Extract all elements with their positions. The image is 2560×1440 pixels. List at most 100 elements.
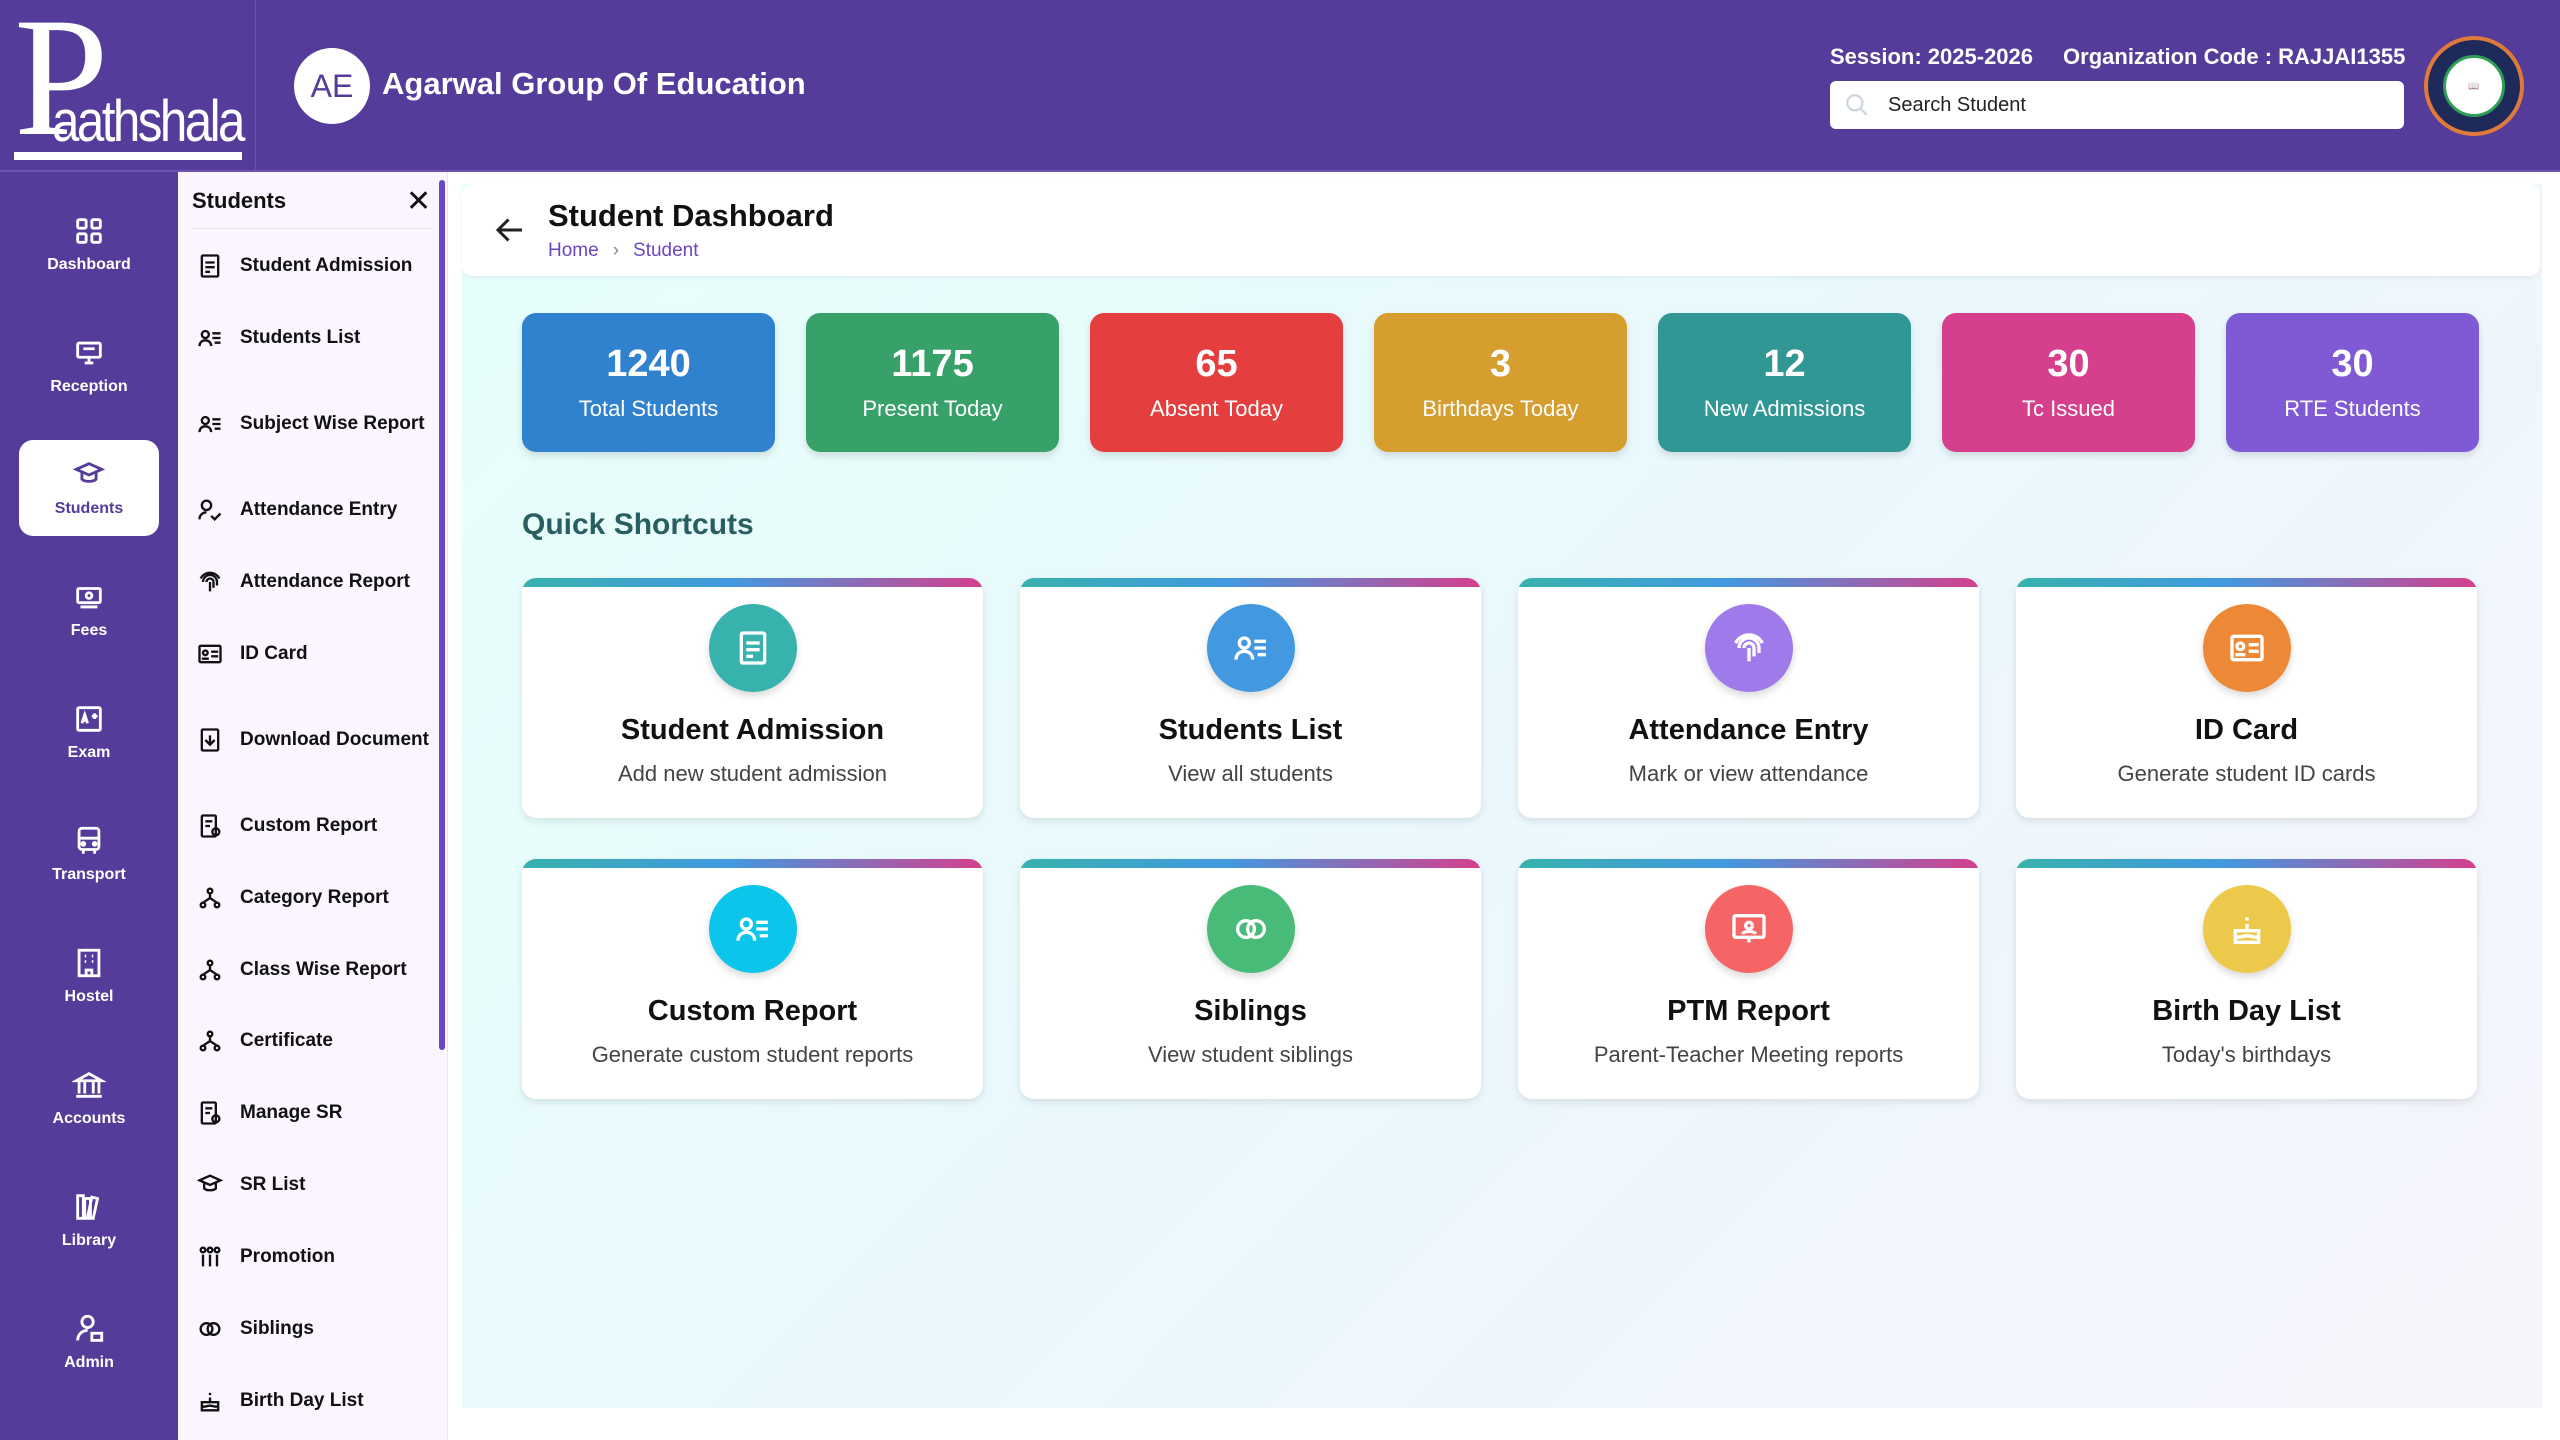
- breadcrumb-student[interactable]: Student: [633, 240, 699, 261]
- fingerprint-icon: [1733, 633, 1764, 662]
- submenu-item-label: Class Wise Report: [240, 959, 407, 980]
- rail-item-label: Exam: [67, 744, 111, 761]
- stat-label: Birthdays Today: [1422, 396, 1579, 421]
- shortcut-card-attendance-entry[interactable]: Attendance Entry Mark or view attendance: [1518, 578, 1979, 818]
- shortcut-card-custom-report[interactable]: Custom Report Generate custom student rep…: [522, 859, 983, 1099]
- stat-card-present-today[interactable]: 1175 Present Today: [806, 313, 1059, 452]
- submenu-item-certificate[interactable]: Certificate: [196, 1013, 436, 1069]
- back-arrow-icon[interactable]: [492, 212, 528, 248]
- submenu-item-label: SR List: [240, 1174, 306, 1195]
- stat-card-rte-students[interactable]: 30 RTE Students: [2226, 313, 2479, 452]
- school-seal-logo: 📖: [2424, 36, 2524, 136]
- submenu-item-manage-sr[interactable]: Manage SR: [196, 1085, 436, 1141]
- submenu-item-subject-wise-report[interactable]: Subject Wise Report: [196, 396, 436, 452]
- stat-label: Present Today: [862, 396, 1003, 421]
- shortcut-desc: View student siblings: [1147, 1042, 1354, 1067]
- user-check-icon: [198, 499, 222, 521]
- org-name: Agarwal Group Of Education: [382, 66, 806, 101]
- submenu-item-download-document[interactable]: Download Document: [196, 712, 436, 768]
- rail-item-hostel[interactable]: Hostel: [19, 928, 159, 1024]
- rail-item-label: Reception: [50, 378, 128, 395]
- divider: [192, 228, 432, 229]
- hierarchy-icon: [199, 959, 221, 981]
- desk-icon: [76, 341, 102, 365]
- org-avatar: AE: [294, 48, 370, 124]
- stat-card-birthdays-today[interactable]: 3 Birthdays Today: [1374, 313, 1627, 452]
- org-code: Organization Code : RAJJAI1355: [2063, 44, 2406, 69]
- submenu-item-sr-list[interactable]: SR List: [196, 1157, 436, 1213]
- rail-item-label: Accounts: [52, 1110, 126, 1127]
- submenu-item-attendance-report[interactable]: Attendance Report: [196, 554, 436, 610]
- submenu-item-class-wise-report[interactable]: Class Wise Report: [196, 942, 436, 998]
- stat-card-new-admissions[interactable]: 12 New Admissions: [1658, 313, 1911, 452]
- submenu-item-birth-day-list[interactable]: Birth Day List: [196, 1373, 436, 1429]
- bus-icon: [77, 826, 101, 854]
- submenu-item-label: Attendance Report: [240, 571, 410, 592]
- download-doc-icon: [200, 728, 220, 752]
- submenu-item-label: Attendance Entry: [240, 499, 398, 520]
- stat-value: 3: [1489, 343, 1512, 385]
- rail-item-label: Library: [61, 1232, 117, 1249]
- rail-item-library[interactable]: Library: [19, 1172, 159, 1268]
- rail-item-students[interactable]: Students: [19, 440, 159, 536]
- submenu-item-attendance-entry[interactable]: Attendance Entry: [196, 482, 436, 538]
- search-student-input[interactable]: Search Student: [1830, 81, 2404, 129]
- submenu-item-label: Students List: [240, 327, 361, 348]
- rail-item-reception[interactable]: Reception: [19, 318, 159, 414]
- shortcut-title: Student Admission: [620, 714, 885, 746]
- user-list-icon: [198, 329, 221, 347]
- stat-card-absent-today[interactable]: 65 Absent Today: [1090, 313, 1343, 452]
- rail-item-accounts[interactable]: Accounts: [19, 1050, 159, 1146]
- submenu-item-category-report[interactable]: Category Report: [196, 870, 436, 926]
- stat-label: RTE Students: [2284, 396, 2421, 421]
- shortcut-title: ID Card: [2194, 714, 2299, 746]
- shortcut-card-student-admission[interactable]: Student Admission Add new student admissi…: [522, 578, 983, 818]
- cake-icon: [2233, 917, 2260, 944]
- rail-item-label: Fees: [70, 622, 108, 639]
- rail-item-label: Students: [54, 500, 124, 517]
- user-list-icon: [1233, 636, 1266, 660]
- submenu-item-student-admission[interactable]: Student Admission: [196, 238, 436, 294]
- stat-label: Tc Issued: [2022, 396, 2115, 421]
- rail-item-transport[interactable]: Transport: [19, 806, 159, 902]
- shortcut-desc: Parent-Teacher Meeting reports: [1593, 1042, 1904, 1067]
- user-list-icon: [735, 917, 768, 941]
- submenu-item-siblings[interactable]: Siblings: [196, 1301, 436, 1357]
- submenu-item-id-card[interactable]: ID Card: [196, 626, 436, 682]
- shortcut-desc: Generate student ID cards: [2117, 761, 2376, 786]
- form-icon: [739, 631, 766, 665]
- search-icon: [1846, 94, 1868, 116]
- graduation-cap-icon: [196, 1174, 224, 1192]
- shortcut-card-siblings[interactable]: Siblings View student siblings: [1020, 859, 1481, 1099]
- presentation-icon: [1731, 914, 1766, 943]
- stat-card-total-students[interactable]: 1240 Total Students: [522, 313, 775, 452]
- submenu-item-label: Siblings: [240, 1318, 314, 1339]
- submenu-item-label: Category Report: [240, 887, 389, 908]
- shortcut-card-id-card[interactable]: ID Card Generate student ID cards: [2016, 578, 2477, 818]
- main-nav-rail: Dashboard Reception Students Fees Exam Transp…: [0, 172, 178, 1440]
- students-submenu: Students ✕ Student Admission Students Lis…: [178, 172, 448, 1440]
- rail-item-admin[interactable]: Admin: [19, 1294, 159, 1390]
- shortcut-desc: Generate custom student reports: [591, 1042, 914, 1067]
- submenu-item-promotion[interactable]: Promotion: [196, 1229, 436, 1285]
- rail-item-dashboard[interactable]: Dashboard: [19, 196, 159, 292]
- stat-card-tc-issued[interactable]: 30 Tc Issued: [1942, 313, 2195, 452]
- rail-item-fees[interactable]: Fees: [19, 562, 159, 658]
- rings-icon: [1235, 919, 1266, 939]
- breadcrumb-home[interactable]: Home: [548, 240, 599, 261]
- fingerprint-icon: [199, 571, 221, 592]
- rings-icon: [199, 1322, 221, 1336]
- close-icon[interactable]: ✕: [406, 185, 432, 218]
- shortcut-card-ptm-report[interactable]: PTM Report Parent-Teacher Meeting reports: [1518, 859, 1979, 1099]
- submenu-item-custom-report[interactable]: Custom Report: [196, 798, 436, 854]
- shortcut-card-birth-day-list[interactable]: Birth Day List Today's birthdays: [2016, 859, 2477, 1099]
- shortcut-card-students-list[interactable]: Students List View all students: [1020, 578, 1481, 818]
- building-icon: [77, 948, 101, 978]
- grid-icon: [76, 218, 102, 244]
- submenu-item-label: Birth Day List: [240, 1390, 364, 1411]
- rail-item-exam[interactable]: Exam: [19, 684, 159, 780]
- submenu-scrollbar[interactable]: [439, 180, 445, 1050]
- submenu-item-students-list[interactable]: Students List: [196, 310, 436, 366]
